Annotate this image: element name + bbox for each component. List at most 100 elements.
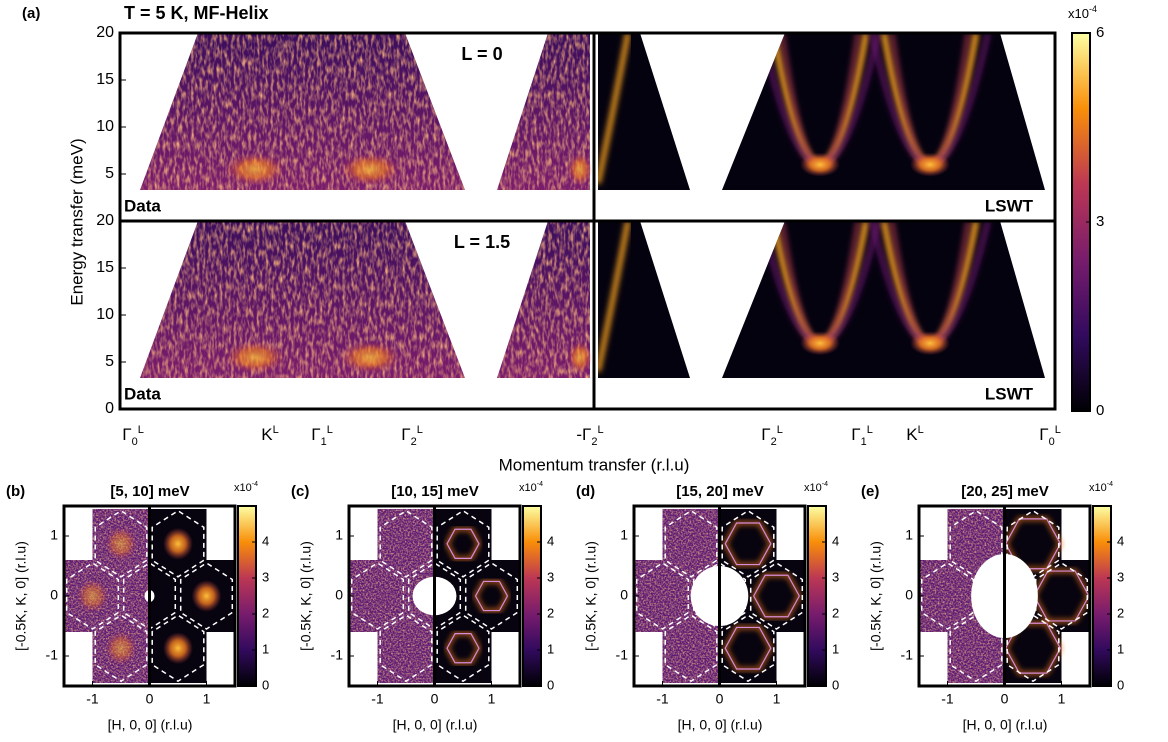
lswt-region [719, 509, 805, 683]
lswt-ring [446, 633, 480, 664]
colorbar-tick-label: 4 [547, 533, 554, 548]
y-axis-label: Energy transfer (meV) [67, 138, 86, 305]
panel-title: [10, 15] meV [391, 483, 479, 500]
zone-boundary [436, 614, 490, 683]
x-tick-label: Γ2L [401, 424, 423, 448]
lswt-region [1004, 509, 1090, 683]
zone-boundary [749, 562, 804, 630]
x-axis-label: [H, 0, 0] (r.l.u) [393, 717, 478, 733]
colorbar [522, 505, 542, 687]
y-tick-label: 0 [50, 587, 58, 603]
lswt-ring [724, 522, 772, 566]
panel-title: [15, 20] meV [676, 483, 764, 500]
colorbar-multiplier: x10-4 [519, 481, 543, 494]
superscript: L [867, 424, 873, 436]
colorbar-tick-label: 0 [547, 677, 554, 692]
row-right-label: LSWT [985, 196, 1034, 215]
x-tick-label: 1 [1058, 691, 1066, 707]
colorbar-tick-label: 0 [832, 677, 839, 692]
y-tick-label: 5 [105, 165, 114, 182]
data-intensity [340, 153, 400, 186]
x-tick-label: -1 [86, 691, 99, 707]
superscript: L [327, 424, 333, 436]
y-tick-label: 1 [50, 527, 58, 543]
row-image [140, 221, 1045, 378]
colorbar-multiplier: x10-4 [1089, 481, 1113, 494]
colorbar-tick-label: 4 [1117, 533, 1124, 548]
zone-boundary [721, 614, 775, 683]
colorbar-multiplier: x10-4 [804, 481, 828, 494]
subscript: 0 [1049, 436, 1055, 448]
x-tick-label: Γ0L [1039, 424, 1061, 448]
zone-boundary [179, 562, 234, 630]
zone-boundary [94, 614, 148, 683]
superscript: -4 [252, 481, 258, 488]
superscript: L [598, 424, 604, 436]
panel-title: [5, 10] meV [110, 483, 189, 500]
zone-boundary [1006, 509, 1060, 578]
y-tick-label: 10 [96, 306, 114, 323]
x-tick-label: KL [261, 424, 278, 445]
colorbar-multiplier: x10-4 [234, 481, 258, 494]
y-tick-label: 20 [96, 24, 114, 41]
x-tick-label: Γ1L [851, 424, 873, 448]
colorbar-tick-label: 3 [1117, 569, 1124, 584]
zone-boundary [664, 614, 718, 683]
lswt-ring [474, 580, 509, 612]
zone-boundary [721, 509, 775, 578]
superscript: L [918, 424, 924, 436]
x-tick-label: 1 [488, 691, 496, 707]
zone-boundary [379, 509, 433, 578]
y-tick-label: 0 [105, 400, 114, 417]
colorbar-tick-label: 0 [1096, 402, 1104, 419]
y-tick-label: 5 [105, 353, 114, 370]
y-tick-label: 15 [96, 259, 114, 276]
multiplier: x10 [804, 482, 822, 494]
superscript: L [273, 424, 279, 436]
x-tick-label: Γ2L [761, 424, 783, 448]
superscript: L [777, 424, 783, 436]
lswt-branch [598, 33, 631, 184]
lswt-ring [446, 528, 480, 559]
colorbar-tick-label: 4 [262, 533, 269, 548]
y-tick-label: 1 [335, 527, 343, 543]
multiplier: x10 [1068, 6, 1089, 21]
colorbar [807, 505, 827, 687]
y-axis-label: [-0.5K, K, 0] (r.l.u) [583, 541, 599, 651]
slice-image [634, 509, 805, 683]
y-tick-label: 20 [96, 212, 114, 229]
zone-boundary [350, 562, 405, 630]
colorbar-tick-label: 2 [832, 605, 839, 620]
data-intensity [568, 153, 592, 186]
x-axis-label: [H, 0, 0] (r.l.u) [108, 717, 193, 733]
zone-boundary [436, 509, 490, 578]
lswt-intensity [910, 331, 950, 356]
symbol: Γ [1039, 425, 1048, 444]
colorbar-multiplier: x10-4 [1068, 4, 1097, 21]
subscript: 0 [132, 436, 138, 448]
data-spot [105, 631, 137, 666]
x-axis-label: [H, 0, 0] (r.l.u) [678, 717, 763, 733]
superscript: -4 [822, 481, 828, 488]
lswt-ring [753, 574, 800, 618]
zone-boundary [920, 562, 975, 630]
y-tick-label: 1 [620, 527, 628, 543]
multiplier: x10 [1089, 482, 1107, 494]
multiplier: x10 [519, 482, 537, 494]
zone-boundary [1006, 614, 1060, 683]
lswt-ring [724, 626, 772, 670]
symbol: Γ [401, 425, 410, 444]
y-tick-label: -1 [616, 647, 629, 663]
superscript: L [1055, 424, 1061, 436]
x-tick-label: Γ0L [122, 424, 144, 448]
x-tick-label: -1 [656, 691, 669, 707]
data-intensity [568, 341, 592, 374]
data-intensity [340, 341, 400, 374]
data-noise [140, 33, 465, 190]
zone-boundary [379, 614, 433, 683]
colorbar-tick-label: 2 [262, 605, 269, 620]
symbol: Γ [311, 425, 320, 444]
zone-boundary [949, 614, 1003, 683]
y-axis-label: [-0.5K, K, 0] (r.l.u) [13, 541, 29, 651]
zone-boundary [464, 562, 519, 630]
